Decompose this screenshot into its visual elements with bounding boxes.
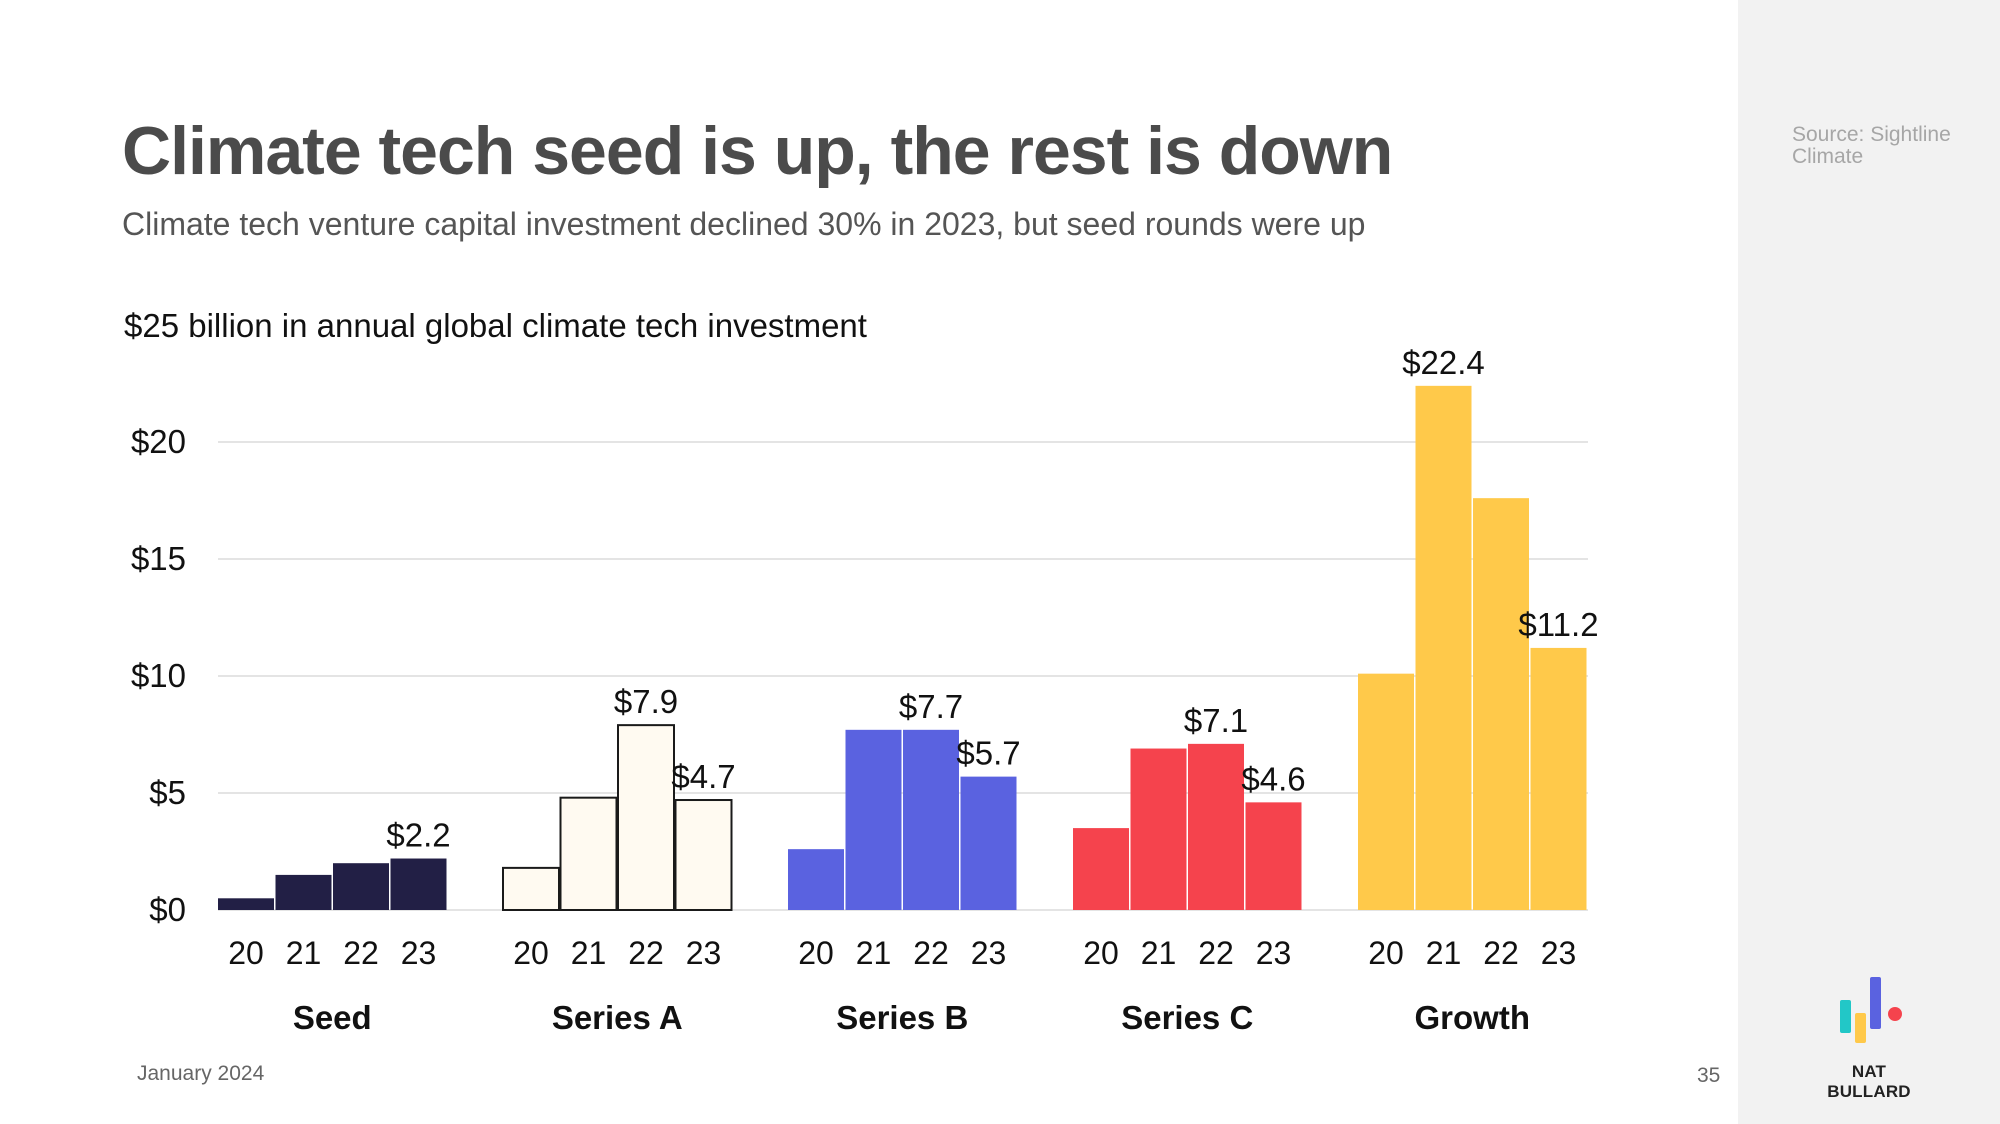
x-tick-label: 23 [1541, 935, 1577, 971]
group-label: Series A [552, 999, 683, 1036]
bar [390, 858, 447, 910]
bar [275, 874, 332, 910]
x-tick-label: 20 [1368, 935, 1404, 971]
brand-name: NAT BULLARD [1827, 1062, 1911, 1101]
bar [903, 729, 959, 910]
group-label: Series B [836, 999, 968, 1036]
data-label: $7.9 [614, 683, 678, 720]
x-tick-label: 21 [1141, 935, 1177, 971]
data-label: $11.2 [1518, 606, 1598, 643]
x-tick-label: 23 [686, 935, 722, 971]
bar [333, 863, 389, 910]
bar [218, 898, 274, 910]
data-label: $2.2 [386, 817, 450, 854]
x-tick-label: 22 [628, 935, 664, 971]
group-label: Seed [293, 999, 372, 1036]
bars [218, 385, 1587, 912]
bar [1130, 748, 1187, 910]
bar [1358, 673, 1414, 910]
group-label: Growth [1415, 999, 1530, 1036]
x-tick-label: 20 [1083, 935, 1119, 971]
slide-subtitle: Climate tech venture capital investment … [122, 206, 1366, 242]
slide-date: January 2024 [137, 1062, 265, 1085]
chart-title: $25 billion in annual global climate tec… [124, 307, 867, 344]
data-label: $4.7 [671, 758, 735, 795]
y-axis-ticks: $0 $5 $10 $15 $20 [131, 423, 186, 928]
bar [1073, 828, 1129, 910]
data-label: $7.7 [899, 688, 963, 725]
x-tick-label: 20 [798, 935, 834, 971]
brand-logo-icon [1840, 977, 1902, 1043]
y-tick-label: $5 [149, 774, 186, 811]
x-tick-label: 21 [856, 935, 892, 971]
x-tick-label: 22 [913, 935, 949, 971]
bar-chart: $25 billion in annual global climate tec… [124, 307, 1599, 1036]
group-label: Series C [1121, 999, 1253, 1036]
x-tick-label: 20 [228, 935, 264, 971]
bar [1473, 498, 1529, 910]
y-tick-label: $20 [131, 423, 186, 460]
x-tick-label: 22 [343, 935, 379, 971]
bar [674, 799, 733, 912]
x-tick-label: 21 [286, 935, 322, 971]
bar [559, 796, 618, 911]
y-tick-label: $15 [131, 540, 186, 577]
data-label: $5.7 [956, 735, 1020, 772]
data-label: $7.1 [1184, 702, 1248, 739]
x-tick-label: 20 [513, 935, 549, 971]
x-tick-label: 21 [1426, 935, 1462, 971]
x-tick-label: 23 [401, 935, 437, 971]
bar [788, 849, 844, 910]
source-note: Source: Sightline Climate [1792, 123, 1951, 168]
x-tick-label: 23 [971, 935, 1007, 971]
bar [960, 776, 1017, 910]
bar [1188, 743, 1244, 910]
page-number: 35 [1697, 1064, 1721, 1087]
bar [502, 866, 560, 912]
x-tick-label: 22 [1483, 935, 1519, 971]
y-tick-label: $0 [149, 891, 186, 928]
data-labels: $2.2 $7.9 $4.7 $7.7 $5.7 $7.1 $4.6 $22.4 $11.2 [386, 344, 1598, 854]
y-tick-label: $10 [131, 657, 186, 694]
bar [617, 724, 675, 912]
bar [1245, 802, 1302, 910]
sidebar-panel [1738, 0, 2000, 1124]
bar [1530, 647, 1587, 910]
x-tick-label: 21 [571, 935, 607, 971]
slide-title: Climate tech seed is up, the rest is dow… [122, 113, 1393, 189]
data-label: $22.4 [1402, 344, 1485, 381]
x-tick-label: 23 [1256, 935, 1292, 971]
bar [845, 729, 902, 910]
data-label: $4.6 [1241, 760, 1305, 797]
slide-main: Climate tech seed is up, the rest is dow… [122, 113, 1721, 1087]
bar [1415, 385, 1472, 911]
x-tick-label: 22 [1198, 935, 1234, 971]
